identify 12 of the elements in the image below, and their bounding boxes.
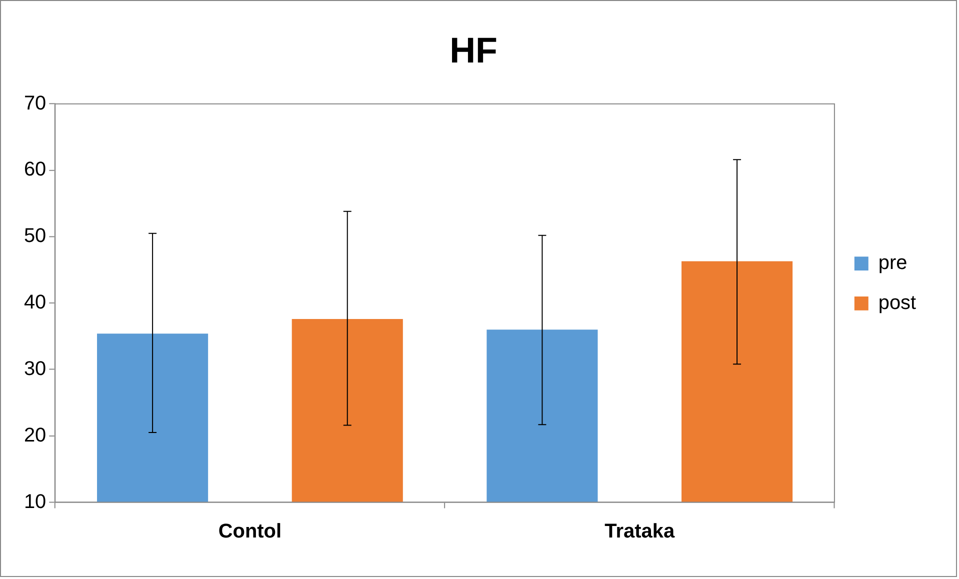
y-tick-label: 30 <box>24 358 46 380</box>
y-tick-label: 50 <box>24 225 46 248</box>
y-tick-label: 70 <box>24 92 46 114</box>
y-tick-label: 10 <box>24 490 46 513</box>
x-tick-label: Trataka <box>604 520 676 543</box>
y-tick-label: 20 <box>24 424 46 446</box>
chart-title: HF <box>450 30 498 70</box>
legend-label: pre <box>878 252 908 274</box>
x-tick-label: Contol <box>218 520 282 543</box>
legend-label: post <box>878 292 917 314</box>
y-tick-label: 60 <box>24 158 46 181</box>
y-tick-label: 40 <box>24 292 46 314</box>
